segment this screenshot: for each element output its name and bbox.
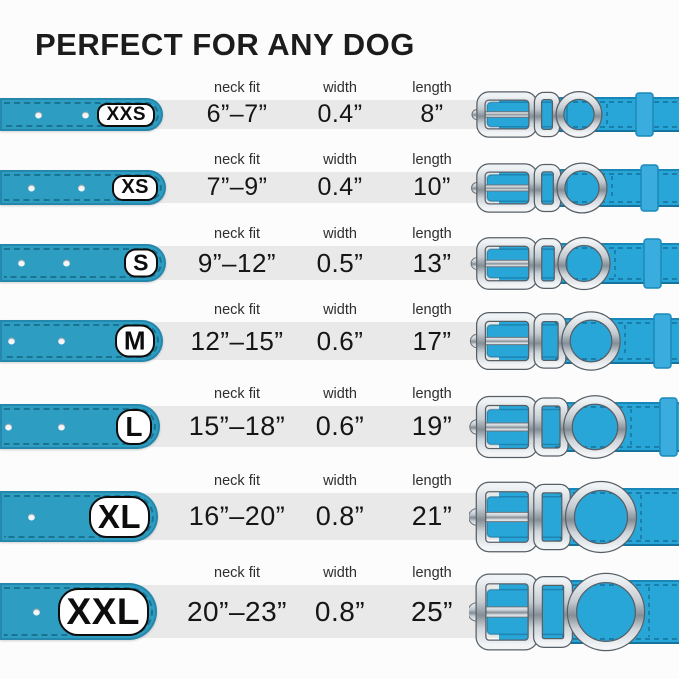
value-neck_fit: 6”–7” [206, 100, 268, 128]
value-neck_fit: 9”–12” [197, 248, 277, 278]
value-neck_fit: 20”–23” [186, 596, 287, 627]
page-title: PERFECT FOR ANY DOG [35, 27, 415, 62]
column-header-neck_fit: neck fit [214, 386, 260, 402]
buckle-photo-wrap [469, 394, 679, 460]
column-header-width: width [323, 226, 357, 242]
column-header-width: width [323, 386, 357, 402]
value-width: 0.4” [317, 173, 363, 201]
collar-hole [35, 111, 42, 118]
collar-hole [8, 337, 15, 345]
column-header-length: length [412, 80, 452, 96]
collar-hole [28, 184, 35, 191]
column-header-neck_fit: neck fit [214, 152, 260, 168]
column-header-length: length [412, 386, 452, 402]
collar-buckle-photo [469, 311, 679, 371]
collar-strap: XXL [0, 583, 157, 640]
collar-hole [58, 337, 65, 345]
collar-buckle-photo [469, 572, 679, 651]
value-length: 17” [412, 326, 452, 356]
collar-hole [5, 423, 12, 430]
buckle-photo-wrap [469, 572, 679, 652]
column-header-length: length [412, 473, 452, 489]
column-header-length: length [412, 226, 452, 242]
collar-buckle-photo [471, 161, 679, 214]
value-width: 0.4” [317, 100, 363, 128]
collar-hole [63, 259, 70, 267]
collar-strap: S [0, 244, 166, 282]
column-header-width: width [323, 302, 357, 318]
value-neck_fit: 15”–18” [188, 411, 286, 441]
size-badge: XXS [97, 102, 155, 127]
value-length: 21” [411, 501, 453, 531]
value-width: 0.5” [316, 248, 364, 278]
buckle-photo-wrap [469, 161, 679, 215]
collar-hole [82, 111, 89, 118]
value-width: 0.6” [316, 326, 364, 356]
value-width: 0.8” [314, 596, 366, 627]
column-header-width: width [323, 80, 357, 96]
value-length: 25” [411, 596, 453, 627]
collar-strap: XS [0, 170, 166, 205]
value-neck_fit: 12”–15” [190, 326, 284, 356]
column-header-width: width [323, 152, 357, 168]
collar-strap: XL [0, 491, 158, 542]
column-header-neck_fit: neck fit [214, 565, 260, 581]
collar-hole [78, 184, 85, 191]
collar-buckle-photo [469, 394, 679, 459]
size-badge: L [116, 408, 152, 445]
size-badge: M [114, 324, 155, 358]
value-width: 0.8” [315, 501, 365, 531]
size-badge: XXL [57, 587, 149, 636]
column-header-neck_fit: neck fit [214, 473, 260, 489]
size-badge: S [124, 248, 158, 278]
value-neck_fit: 16”–20” [188, 501, 286, 531]
column-header-width: width [323, 565, 357, 581]
value-length: 8” [420, 100, 444, 128]
value-width: 0.6” [315, 411, 365, 441]
column-header-neck_fit: neck fit [214, 302, 260, 318]
collar-hole [58, 423, 65, 430]
collar-hole [18, 259, 25, 267]
collar-hole [33, 608, 40, 615]
column-header-length: length [412, 302, 452, 318]
value-length: 13” [412, 248, 452, 278]
collar-strap: L [0, 404, 160, 449]
buckle-photo-wrap [469, 89, 679, 140]
size-badge: XL [88, 495, 150, 538]
collar-buckle-photo [471, 91, 679, 138]
column-header-length: length [412, 565, 452, 581]
column-header-neck_fit: neck fit [214, 80, 260, 96]
column-header-length: length [412, 152, 452, 168]
buckle-photo-wrap [469, 480, 679, 554]
value-neck_fit: 7”–9” [206, 173, 268, 201]
collar-buckle-photo [469, 480, 679, 553]
collar-buckle-photo [470, 236, 679, 290]
column-header-width: width [323, 473, 357, 489]
collar-strap: XXS [0, 98, 163, 131]
column-header-neck_fit: neck fit [214, 226, 260, 242]
value-length: 10” [413, 173, 451, 201]
value-length: 19” [411, 411, 453, 441]
collar-hole [28, 513, 35, 520]
buckle-photo-wrap [469, 310, 679, 372]
size-badge: XS [112, 174, 158, 201]
collar-strap: M [0, 320, 163, 362]
buckle-photo-wrap [469, 235, 679, 292]
